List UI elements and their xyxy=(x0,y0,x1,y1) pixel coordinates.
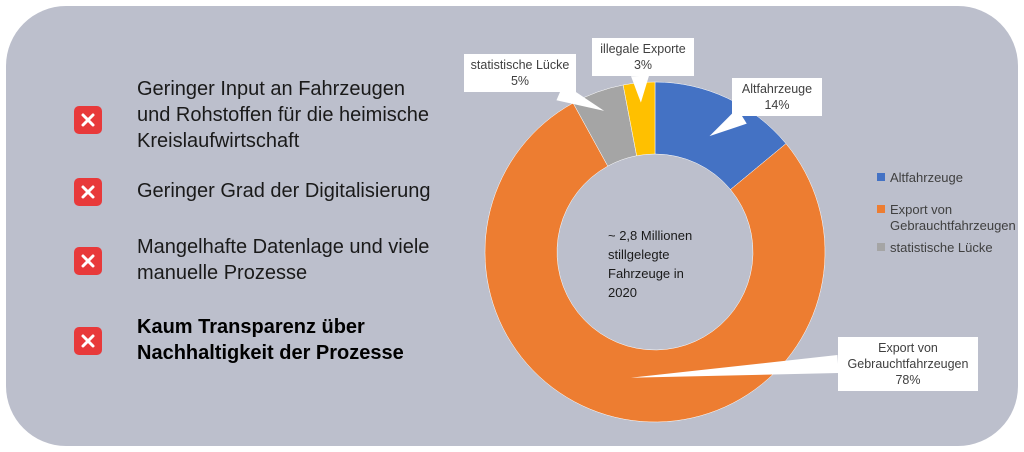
center-label: ~ 2,8 Millionen stillgelegte Fahrzeuge in 2… xyxy=(608,228,692,300)
slice-name-label: Altfahrzeuge xyxy=(742,82,812,96)
slice-value-label: 5% xyxy=(511,74,529,88)
center-label-line: 2020 xyxy=(608,285,637,300)
slice-value-label: 78% xyxy=(895,373,920,387)
label-box xyxy=(464,54,576,92)
legend-label: Gebrauchtfahrzeugen xyxy=(890,218,1016,233)
slice-name-label: Export von xyxy=(878,341,938,355)
legend-swatch xyxy=(877,243,885,251)
close-icon xyxy=(74,327,102,355)
label-box xyxy=(592,38,694,76)
center-label-line: ~ 2,8 Millionen xyxy=(608,228,692,243)
legend-label: Export von xyxy=(890,202,952,217)
close-icon xyxy=(74,247,102,275)
slice-value-label: 14% xyxy=(764,98,789,112)
slice-name-label: illegale Exporte xyxy=(600,42,686,56)
issue-item: Kaum Transparenz über Nachhaltigkeit der … xyxy=(74,314,404,364)
label-pointer xyxy=(631,75,649,103)
data-label: Export von Gebrauchtfahrzeugen 78% xyxy=(631,337,978,391)
issue-list: Geringer Input an Fahrzeugen und Rohstoff… xyxy=(6,6,476,446)
data-label: illegale Exporte 3% xyxy=(592,38,694,103)
legend-swatch xyxy=(877,173,885,181)
data-label: Altfahrzeuge 14% xyxy=(709,78,822,137)
issue-text-line: und Rohstoffen für die heimische xyxy=(137,104,430,126)
issue-text-line: Kreislaufwirtschaft xyxy=(137,130,300,152)
issue-text: Mangelhafte Datenlage und viele manuelle … xyxy=(137,234,457,286)
issue-item: Geringer Input an Fahrzeugen und Rohstoff… xyxy=(74,76,429,152)
label-box xyxy=(838,337,978,391)
issue-text: Kaum Transparenz über Nachhaltigkeit der … xyxy=(137,314,457,366)
label-box xyxy=(732,78,822,116)
legend-label: statistische Lücke xyxy=(890,240,993,255)
issue-text-line: Mangelhafte Datenlage und viele xyxy=(137,236,430,258)
label-pointer xyxy=(631,355,839,378)
issue-item: Mangelhafte Datenlage und viele manuelle … xyxy=(74,234,429,284)
center-label-line: stillgelegte xyxy=(608,247,669,262)
issue-text-line: Geringer Input an Fahrzeugen xyxy=(137,78,405,100)
legend-entry: Altfahrzeuge xyxy=(877,170,963,185)
issue-text-line: Nachhaltigkeit der Prozesse xyxy=(137,342,404,364)
issue-text: Geringer Input an Fahrzeugen und Rohstoff… xyxy=(137,76,457,154)
slice-value-label: 3% xyxy=(634,58,652,72)
legend: Altfahrzeuge Export vonGebrauchtfahrzeuge… xyxy=(877,170,1016,255)
issue-text-line: manuelle Prozesse xyxy=(137,262,308,284)
data-label: statistische Lücke 5% xyxy=(464,54,605,111)
issue-item: Geringer Grad der Digitalisierung xyxy=(74,178,430,206)
legend-entry: statistische Lücke xyxy=(877,240,993,255)
issue-text-line: Kaum Transparenz über xyxy=(137,316,365,338)
center-label-line: Fahrzeuge in xyxy=(608,266,684,281)
legend-label: Altfahrzeuge xyxy=(890,170,963,185)
issue-text-line: Geringer Grad der Digitalisierung xyxy=(137,180,431,202)
close-icon xyxy=(74,106,102,134)
close-icon xyxy=(74,178,102,206)
slice-name-label: Gebrauchtfahrzeugen xyxy=(848,357,969,371)
issue-text: Geringer Grad der Digitalisierung xyxy=(137,178,457,204)
slice-name-label: statistische Lücke xyxy=(471,58,570,72)
legend-swatch xyxy=(877,205,885,213)
